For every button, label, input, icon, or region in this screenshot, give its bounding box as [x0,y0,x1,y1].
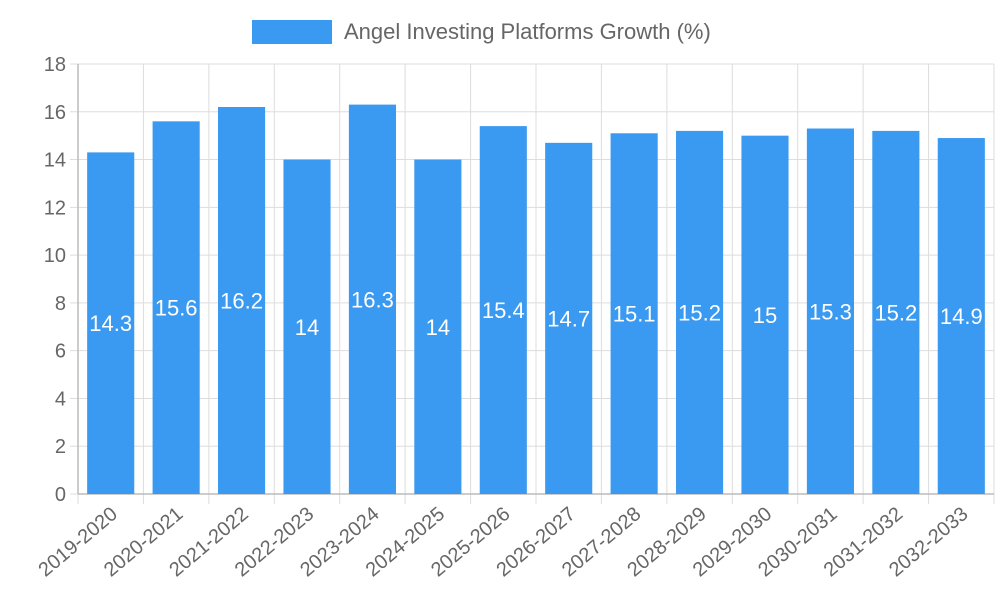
y-tick-label: 4 [55,388,66,410]
data-label: 15.2 [678,300,721,325]
legend-swatch [252,20,332,44]
y-tick-label: 2 [55,436,66,458]
bar[interactable] [872,130,920,494]
bar[interactable] [479,126,527,494]
grid-lines [70,63,995,504]
y-tick-label: 10 [44,245,66,267]
bar[interactable] [545,142,593,495]
bar-series [87,104,985,495]
data-label: 15.2 [874,300,917,325]
bar[interactable] [283,159,331,495]
data-label: 14.3 [89,311,132,336]
y-tick-label: 14 [44,150,66,172]
bar[interactable] [87,152,135,494]
data-label: 15.1 [613,302,656,327]
data-label: 15 [753,303,777,328]
y-tick-label: 0 [55,484,66,506]
data-label: 16.3 [351,287,394,312]
y-tick-label: 18 [44,54,66,76]
y-tick-label: 8 [55,293,66,315]
data-label: 15.6 [155,296,198,321]
bar[interactable] [152,121,200,494]
y-tick-label: 12 [44,197,66,219]
bar[interactable] [676,130,724,494]
data-label: 14.7 [547,306,590,331]
data-label: 16.2 [220,289,263,314]
legend-label: Angel Investing Platforms Growth (%) [344,19,711,44]
data-label: 15.4 [482,298,525,323]
data-label: 14.9 [940,304,983,329]
data-label: 14 [426,315,450,340]
data-labels: 14.3 15.6 16.2 14 16.3 14 15.4 14.7 15.1 15.2 15 15… [89,287,982,339]
data-label: 15.3 [809,299,852,324]
bar[interactable] [610,133,658,494]
y-tick-label: 16 [44,102,66,124]
legend[interactable]: Angel Investing Platforms Growth (%) [252,19,711,44]
bar[interactable] [348,104,396,494]
bar[interactable] [218,107,266,494]
y-tick-label: 6 [55,341,66,363]
bar[interactable] [937,138,985,495]
data-label: 14 [295,315,319,340]
bar[interactable] [741,135,789,494]
bar[interactable] [414,159,462,495]
bar[interactable] [806,128,854,495]
